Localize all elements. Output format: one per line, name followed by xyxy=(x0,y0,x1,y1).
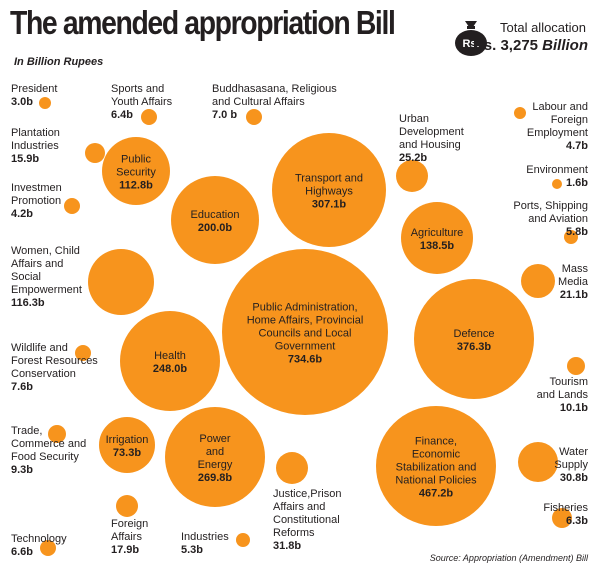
bubble-label-5: Plantation Industries 15.9b xyxy=(11,127,60,165)
bubble-25 xyxy=(518,442,558,482)
bubble-15 xyxy=(521,264,555,298)
bubble-8 xyxy=(552,179,562,189)
bubble-11 xyxy=(171,176,259,264)
bubble-label-12: Ports, Shipping and Aviation 5.8b xyxy=(513,200,588,238)
bubble-label-1: President 3.0b xyxy=(11,83,57,108)
bubble-20 xyxy=(567,357,585,375)
bubble-5 xyxy=(85,143,105,163)
bubble-17 xyxy=(414,279,534,399)
chart-subtitle: In Billion Rupees xyxy=(14,56,104,68)
bubble-label-27: Fisheries 6.3b xyxy=(543,502,588,527)
bubble-label-18: Wildlife and Forest Resources Conservation… xyxy=(11,342,98,393)
bubble-6 xyxy=(102,137,170,205)
bubble-label-13: Agriculture 138.5b xyxy=(411,227,464,252)
bubble-10 xyxy=(272,133,386,247)
bubble-label-15: Mass Media 21.1b xyxy=(558,263,589,301)
bubble-label-10: Transport and Highways 307.1b xyxy=(295,173,363,211)
bubble-label-23: Power and Energy 269.8b xyxy=(198,433,233,484)
bubble-label-16: Public Administration, Home Affairs, Prov… xyxy=(247,302,364,366)
bubble-9 xyxy=(64,198,80,214)
bubble-14 xyxy=(88,249,154,315)
bubble-label-26: Justice,Prison Affairs and Constitutional R… xyxy=(273,488,341,552)
bubble-24 xyxy=(376,406,496,526)
bubble-30 xyxy=(236,533,250,547)
bubble-7 xyxy=(396,160,428,192)
money-bag-icon: Rs. xyxy=(455,21,487,56)
bubble-label-2: Sports and Youth Affairs 6.4b xyxy=(111,83,173,121)
bubble-23 xyxy=(165,407,265,507)
bubble-label-9: Investmen Promotion 4.2b xyxy=(11,182,62,220)
bubble-label-8: Environment 1.6b xyxy=(526,164,588,189)
bubble-21 xyxy=(48,425,66,443)
bubble-label-25: Water Supply 30.8b xyxy=(554,446,588,484)
bubble-22 xyxy=(99,417,155,473)
bubble-label-11: Education 200.0b xyxy=(191,209,240,234)
bubble-3 xyxy=(246,109,262,125)
bubble-label-19: Health 248.0b xyxy=(153,350,188,375)
bubble-label-21: Trade, Commerce and Food Security 9.3b xyxy=(11,425,86,476)
bubble-label-22: Irrigation 73.3b xyxy=(106,434,149,459)
total-allocation-value: Rs. 3,275 Billion xyxy=(472,37,588,54)
total-allocation-label: Total allocation xyxy=(500,20,586,35)
source-note: Source: Appropriation (Amendment) Bill xyxy=(429,553,588,563)
bubble-label-28: Technology 6.6b xyxy=(11,533,67,558)
bubble-label-20: Tourism and Lands 10.1b xyxy=(537,376,589,414)
bubble-label-24: Finance, Economic Stabilization and Nationa… xyxy=(395,436,477,500)
chart-title: The amended appropriation Bill xyxy=(10,4,396,41)
bubble-1 xyxy=(39,97,51,109)
money-bag-symbol: Rs. xyxy=(462,38,479,50)
bubble-26 xyxy=(276,452,308,484)
bubble-label-17: Defence 376.3b xyxy=(454,328,495,353)
bubble-12 xyxy=(564,230,578,244)
bubble-label-6: Public Security 112.8b xyxy=(116,154,156,192)
bubble-29 xyxy=(116,495,138,517)
bubble-28 xyxy=(40,540,56,556)
bubble-27 xyxy=(552,508,572,528)
bubble-label-7: Urban Development and Housing 25.2b xyxy=(399,113,464,164)
bubble-13 xyxy=(401,202,473,274)
bubble-16 xyxy=(222,249,388,415)
bubble-18 xyxy=(75,345,91,361)
bubble-label-30: Industries 5.3b xyxy=(181,531,229,556)
bubble-label-3: Buddhasasana, Religious and Cultural Affa… xyxy=(212,83,337,121)
bubble-19 xyxy=(120,311,220,411)
bubble-label-14: Women, Child Affairs and Social Empowerment… xyxy=(11,245,82,309)
bubble-2 xyxy=(141,109,157,125)
bubble-4 xyxy=(514,107,526,119)
bubble-label-4: Labour and Foreign Employment 4.7b xyxy=(527,101,588,152)
bubble-label-29: Foreign Affairs 17.9b xyxy=(111,518,148,556)
